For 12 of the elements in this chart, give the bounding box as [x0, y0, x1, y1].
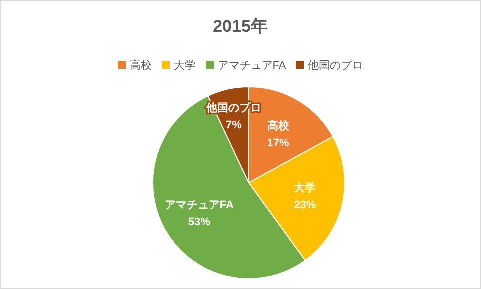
chart-title: 2015年	[212, 16, 269, 38]
slice-label: 大学	[294, 182, 316, 195]
slice-label: 高校	[267, 119, 290, 132]
legend-label: 他国のプロ	[308, 58, 364, 72]
legend-label: 大学	[174, 58, 196, 72]
legend-label: 高校	[130, 58, 152, 72]
data-label: 7%	[226, 120, 242, 132]
data-label: 23%	[294, 200, 316, 212]
data-label: 53%	[188, 216, 211, 228]
slice-label: アマチュアFA	[164, 199, 234, 212]
data-label: 17%	[267, 137, 290, 150]
legend-label: アマチュアFA	[218, 58, 286, 72]
